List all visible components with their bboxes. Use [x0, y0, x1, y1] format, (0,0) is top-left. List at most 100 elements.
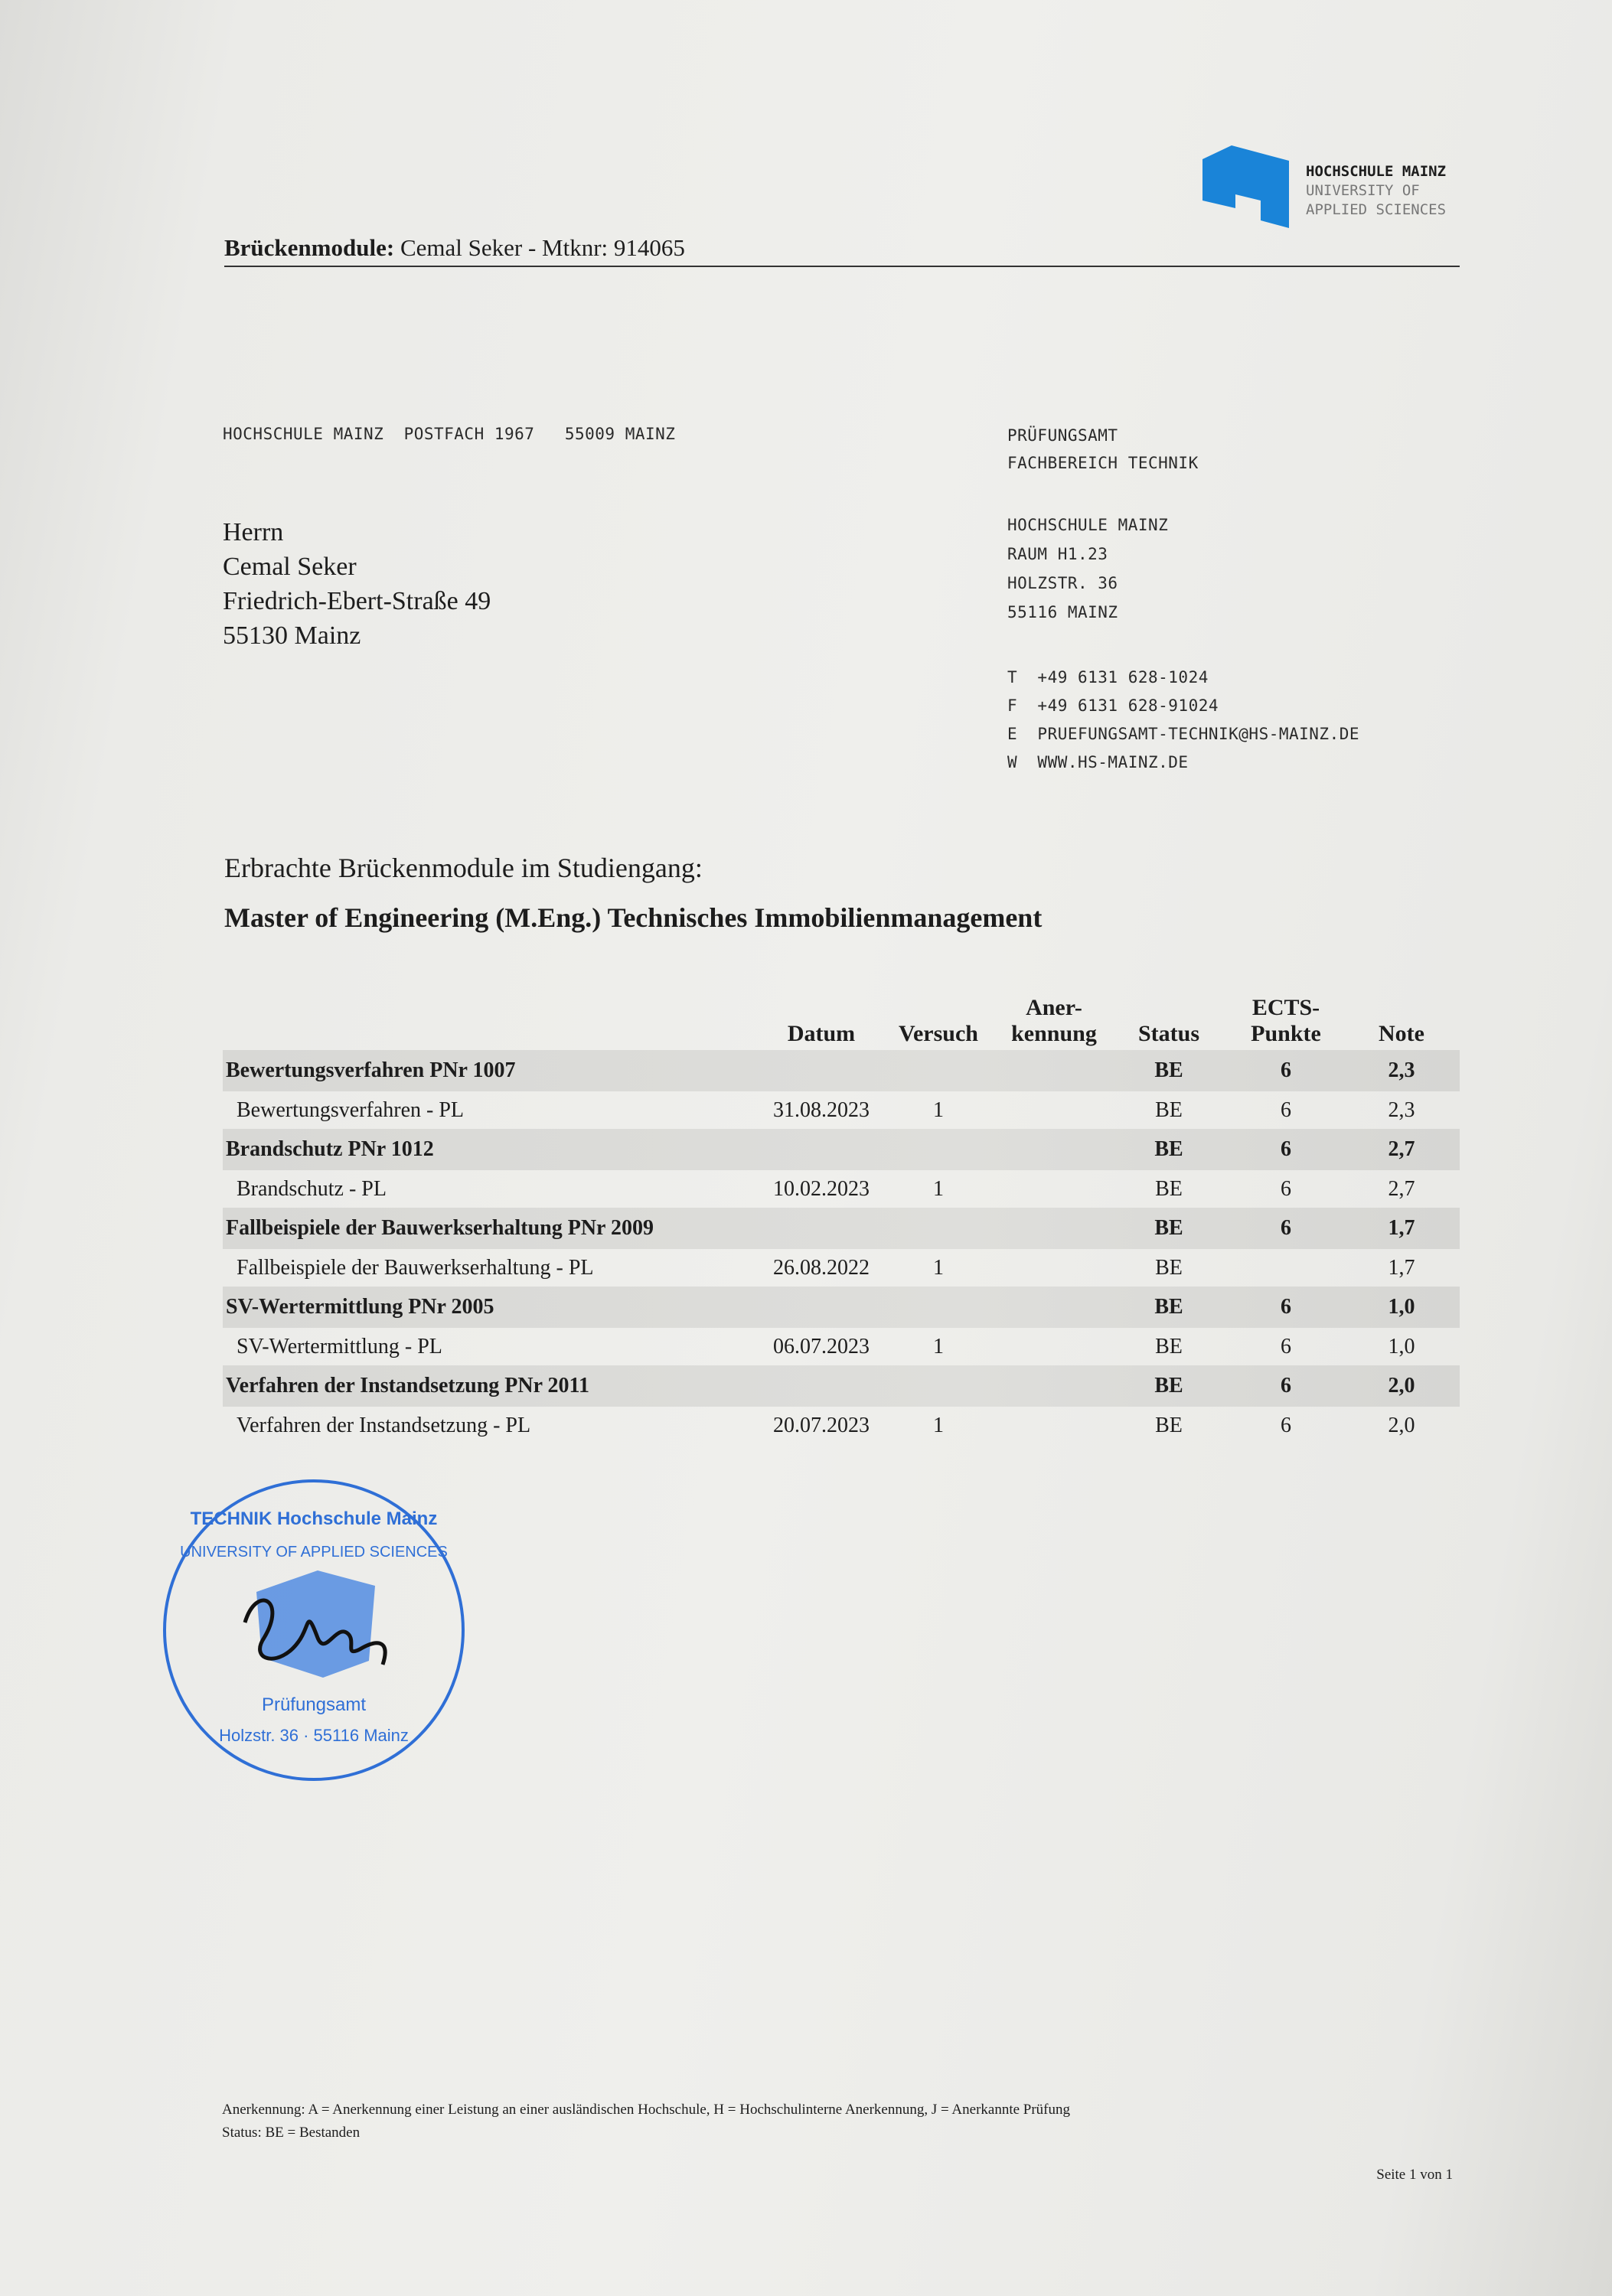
cell-versuch: 1 [933, 1176, 944, 1201]
module-name: SV-Wertermittlung PNr 2005 [226, 1295, 494, 1319]
cell-status: BE [1154, 1058, 1183, 1082]
cell-versuch: 1 [933, 1334, 944, 1358]
cell-note: 1,7 [1388, 1255, 1415, 1280]
cell-datum: 10.02.2023 [773, 1176, 870, 1201]
sender-line: HOCHSCHULE MAINZ POSTFACH 1967 55009 MAI… [223, 425, 676, 443]
cell-status: BE [1155, 1413, 1183, 1437]
page-number: Seite 1 von 1 [1376, 2167, 1453, 2183]
module-row: Fallbeispiele der Bauwerkserhaltung PNr … [223, 1208, 1460, 1249]
office-faculty: FACHBEREICH TECHNIK [1007, 454, 1199, 472]
cell-note: 2,7 [1388, 1176, 1415, 1201]
exam-row: Fallbeispiele der Bauwerkserhaltung - PL… [223, 1249, 1460, 1287]
cell-status: BE [1154, 1374, 1183, 1397]
exam-row: Verfahren der Instandsetzung - PL 20.07.2… [223, 1407, 1460, 1444]
logo-line-1: HOCHSCHULE MAINZ [1306, 163, 1447, 180]
recipient-salutation: Herrn [223, 518, 284, 546]
cell-status: BE [1155, 1176, 1183, 1201]
cell-status: BE [1154, 1137, 1183, 1161]
cell-status: BE [1155, 1255, 1183, 1280]
office-address-line: HOLZSTR. 36 [1007, 574, 1118, 592]
intro-text: Erbrachte Brückenmodule im Studiengang: [224, 853, 703, 883]
stamp-ring-text: UNIVERSITY OF APPLIED SCIENCES [180, 1544, 448, 1561]
module-row: Bewertungsverfahren PNr 1007 BE 6 2,3 [223, 1050, 1460, 1091]
cell-note: 1,7 [1388, 1216, 1415, 1240]
cell-ects: 6 [1281, 1374, 1291, 1397]
col-header-ects-line2: Punkte [1251, 1021, 1321, 1046]
cell-datum: 06.07.2023 [773, 1334, 870, 1358]
stamp-bottom-text: Prüfungsamt [262, 1694, 366, 1715]
office-dept: PRÜFUNGSAMT [1007, 426, 1118, 445]
logo-line-2: UNIVERSITY OF [1306, 182, 1420, 199]
office-address-line: 55116 MAINZ [1007, 603, 1118, 621]
cell-status: BE [1154, 1216, 1183, 1240]
program-title: Master of Engineering (M.Eng.) Technisch… [224, 902, 1043, 933]
cell-versuch: 1 [933, 1255, 944, 1280]
cell-note: 1,0 [1388, 1295, 1415, 1319]
header-divider [224, 266, 1460, 267]
col-header-ects-line1: ECTS- [1251, 995, 1320, 1020]
module-name: Bewertungsverfahren - PL [237, 1097, 465, 1122]
office-address-line: HOCHSCHULE MAINZ [1007, 516, 1169, 534]
office-email[interactable]: E PRUEFUNGSAMT-TECHNIK@HS-MAINZ.DE [1007, 725, 1360, 743]
header-text: Cemal Seker - Mtknr: 914065 [400, 234, 685, 261]
cell-note: 2,7 [1388, 1137, 1415, 1161]
recipient-street: Friedrich-Ebert-Straße 49 [223, 587, 491, 615]
recipient-name: Cemal Seker [223, 553, 357, 581]
module-name: Brandschutz - PL [237, 1176, 387, 1201]
col-header-datum: Datum [787, 1021, 856, 1046]
stamp-address-text: Holzstr. 36 · 55116 Mainz [219, 1726, 409, 1745]
module-name: Verfahren der Instandsetzung - PL [237, 1413, 531, 1437]
cell-status: BE [1155, 1097, 1183, 1122]
cell-ects: 6 [1281, 1058, 1291, 1082]
col-header-anerkennung-line2: kennung [1011, 1021, 1097, 1046]
stamp-top-text: TECHNIK Hochschule Mainz [191, 1508, 438, 1529]
office-phone: T +49 6131 628-1024 [1007, 668, 1209, 687]
university-logo [1201, 145, 1291, 232]
module-name: Bewertungsverfahren PNr 1007 [226, 1058, 516, 1082]
cell-note: 2,3 [1388, 1058, 1415, 1082]
col-header-anerkennung-line1: Aner- [1026, 995, 1082, 1020]
col-header-status: Status [1137, 1021, 1200, 1046]
stamp-seal-icon: TECHNIK Hochschule Mainz UNIVERSITY OF A… [163, 1479, 465, 1781]
cell-ects: 6 [1281, 1097, 1291, 1122]
cell-datum: 26.08.2022 [773, 1255, 870, 1280]
module-name: Brandschutz PNr 1012 [226, 1137, 434, 1161]
module-row: Brandschutz PNr 1012 BE 6 2,7 [223, 1129, 1460, 1170]
recipient-city: 55130 Mainz [223, 621, 361, 650]
document-header: Brückenmodule: Cemal Seker - Mtknr: 9140… [224, 234, 685, 262]
legend-status: Status: BE = Bestanden [222, 2125, 361, 2141]
cell-ects: 6 [1281, 1295, 1291, 1319]
modules-table: Datum Versuch Aner- kennung Status ECTS-… [223, 995, 1460, 1469]
exam-row: SV-Wertermittlung - PL 06.07.2023 1 BE 6 1,0 [223, 1328, 1460, 1365]
module-name: Fallbeispiele der Bauwerkserhaltung PNr … [226, 1216, 654, 1240]
cell-datum: 31.08.2023 [773, 1097, 870, 1122]
cell-ects: 6 [1281, 1137, 1291, 1161]
module-row: SV-Wertermittlung PNr 2005 BE 6 1,0 [223, 1287, 1460, 1328]
logo-mark-icon [1202, 145, 1289, 228]
cell-versuch: 1 [933, 1097, 944, 1122]
cell-ects: 6 [1281, 1413, 1291, 1437]
exam-row: Brandschutz - PL 10.02.2023 1 BE 6 2,7 [223, 1170, 1460, 1208]
cell-ects: 6 [1281, 1176, 1291, 1201]
cell-note: 2,3 [1388, 1097, 1415, 1122]
cell-note: 2,0 [1388, 1413, 1415, 1437]
exam-row: Bewertungsverfahren - PL 31.08.2023 1 BE 6 2,… [223, 1091, 1460, 1129]
cell-status: BE [1154, 1295, 1183, 1319]
col-header-versuch: Versuch [899, 1021, 978, 1046]
module-name: Verfahren der Instandsetzung PNr 2011 [226, 1374, 590, 1397]
cell-ects: 6 [1281, 1216, 1291, 1240]
logo-line-3: APPLIED SCIENCES [1306, 201, 1447, 218]
module-name: SV-Wertermittlung - PL [237, 1334, 442, 1358]
cell-datum: 20.07.2023 [773, 1413, 870, 1437]
module-name: Fallbeispiele der Bauwerkserhaltung - PL [237, 1255, 594, 1280]
col-header-note: Note [1379, 1021, 1424, 1046]
legend-anerkennung: Anerkennung: A = Anerkennung einer Leist… [222, 2102, 1071, 2118]
office-website[interactable]: W WWW.HS-MAINZ.DE [1007, 753, 1189, 771]
cell-status: BE [1155, 1334, 1183, 1358]
cell-note: 1,0 [1388, 1334, 1415, 1358]
official-stamp: TECHNIK Hochschule Mainz UNIVERSITY OF A… [153, 1477, 475, 1787]
module-row: Verfahren der Instandsetzung PNr 2011 BE 6… [223, 1365, 1460, 1407]
signature [243, 1598, 387, 1665]
cell-ects: 6 [1281, 1334, 1291, 1358]
cell-versuch: 1 [933, 1413, 944, 1437]
